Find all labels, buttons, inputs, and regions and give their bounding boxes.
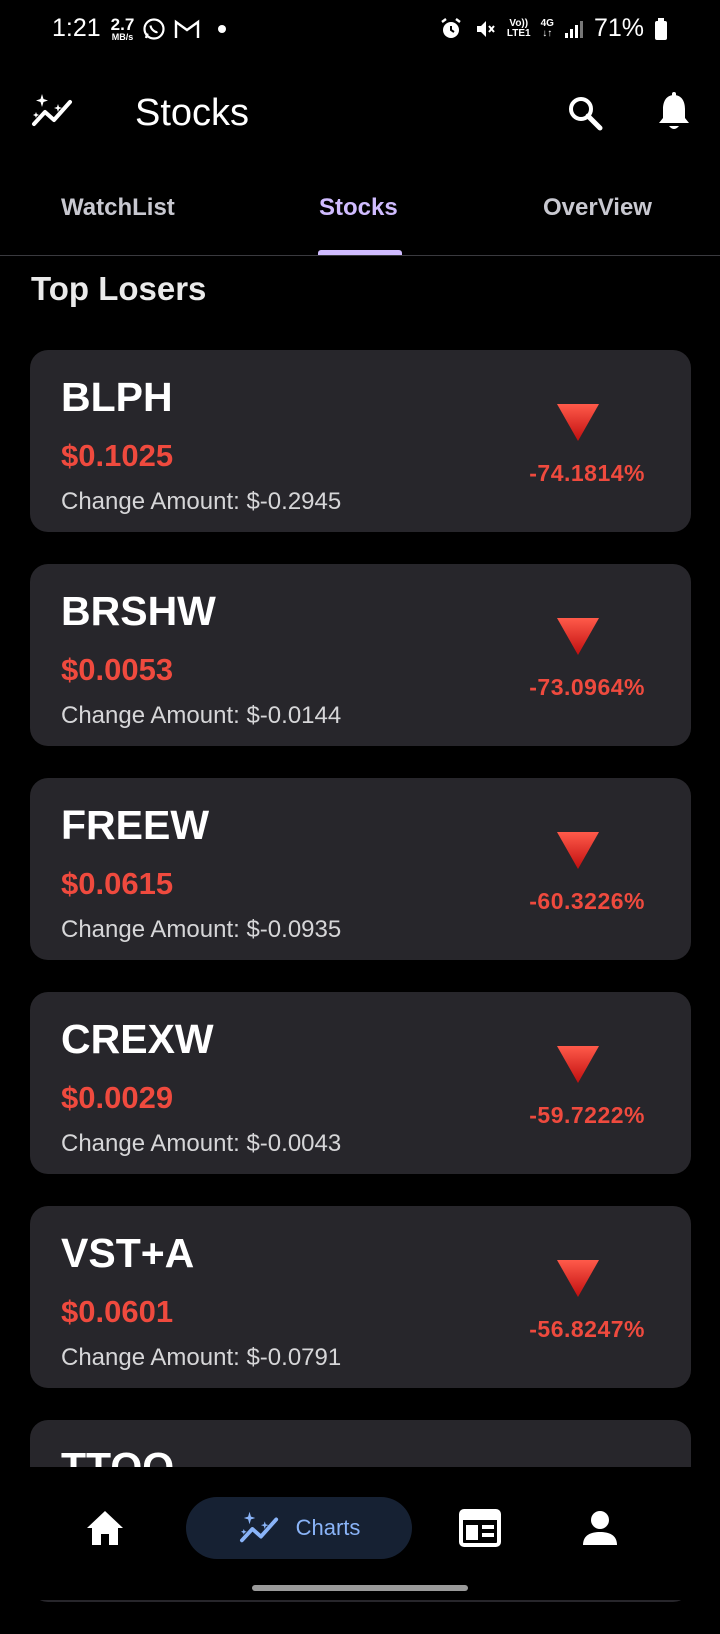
nav-profile[interactable] [575,1497,625,1559]
battery-percent: 71% [593,14,644,42]
home-icon [87,1511,123,1545]
nav-news[interactable] [455,1497,505,1559]
battery-icon [655,17,667,40]
status-left: 1:21 2.7 MB/s [52,14,227,43]
nav-charts[interactable]: Charts [186,1497,412,1559]
status-bar: 1:21 2.7 MB/s Vo)) LTE1 4G [0,0,720,64]
alarm-icon [441,17,461,38]
stock-symbol: BRSHW [61,588,216,634]
down-triangle-icon [557,1260,599,1297]
news-icon [459,1509,501,1547]
stock-symbol: CREXW [61,1016,214,1062]
tab-indicator [318,250,402,255]
charts-icon [239,1511,278,1543]
tab-bar: WatchList Stocks OverView [0,180,720,256]
change-amount: Change Amount: $-0.0791 [61,1344,342,1371]
down-triangle-icon [557,832,599,869]
net-speed: 2.7 MB/s [110,14,135,42]
stock-price: $0.0053 [61,652,174,687]
change-percent: -74.1814% [529,460,645,486]
gesture-handle[interactable] [252,1585,468,1591]
network-type: 4G ↓↑ [540,17,554,39]
tab-stocks[interactable]: Stocks [319,194,398,221]
gmail-icon [175,19,200,38]
change-amount: Change Amount: $-0.0144 [61,702,342,729]
nav-charts-label: Charts [295,1515,361,1540]
section-title: Top Losers [31,270,207,307]
change-amount: Change Amount: $-0.2945 [61,488,342,515]
stock-price: $0.0029 [61,1080,174,1115]
change-amount: Change Amount: $-0.0043 [61,1130,342,1157]
tab-watchlist[interactable]: WatchList [61,194,175,221]
stock-price: $0.0601 [61,1294,174,1329]
bottom-nav: Charts [0,1467,720,1600]
status-time: 1:21 [52,14,101,42]
whatsapp-icon [143,17,165,40]
stock-card[interactable]: FREEW $0.0615 Change Amount: $-0.0935 -6… [30,778,691,960]
mute-icon [476,20,495,37]
stock-symbol: BLPH [61,374,173,420]
stock-card[interactable]: VST+A $0.0601 Change Amount: $-0.0791 -5… [30,1206,691,1388]
stock-price: $0.1025 [61,438,174,473]
down-triangle-icon [557,1046,599,1083]
app-bar: Stocks [0,80,720,150]
signal-icon [564,20,583,38]
change-amount: Change Amount: $-0.0935 [61,916,342,943]
stock-card[interactable]: BLPH $0.1025 Change Amount: $-0.2945 -74… [30,350,691,532]
stock-symbol: VST+A [61,1230,195,1276]
down-triangle-icon [557,404,599,441]
sparkle-chart-icon[interactable] [30,90,76,136]
profile-icon [583,1511,617,1545]
stock-card[interactable]: CREXW $0.0029 Change Amount: $-0.0043 -5… [30,992,691,1174]
change-percent: -60.3226% [529,888,645,914]
change-percent: -56.8247% [529,1316,645,1342]
notification-dot [218,24,227,33]
nav-home[interactable] [80,1497,130,1559]
bell-icon[interactable] [656,92,692,132]
status-right: Vo)) LTE1 4G ↓↑ 71% [439,14,668,43]
stock-symbol: FREEW [61,802,210,848]
change-percent: -73.0964% [529,674,645,700]
stock-card[interactable]: BRSHW $0.0053 Change Amount: $-0.0144 -7… [30,564,691,746]
down-triangle-icon [557,618,599,655]
change-percent: -59.7222% [529,1102,645,1128]
stock-list[interactable]: BLPH $0.1025 Change Amount: $-0.2945 -74… [30,350,691,1634]
tab-overview[interactable]: OverView [543,194,652,221]
volte-indicator: Vo)) LTE1 [506,17,531,39]
page-title: Stocks [135,92,250,134]
stock-price: $0.0615 [61,866,174,901]
search-icon[interactable] [566,94,604,132]
